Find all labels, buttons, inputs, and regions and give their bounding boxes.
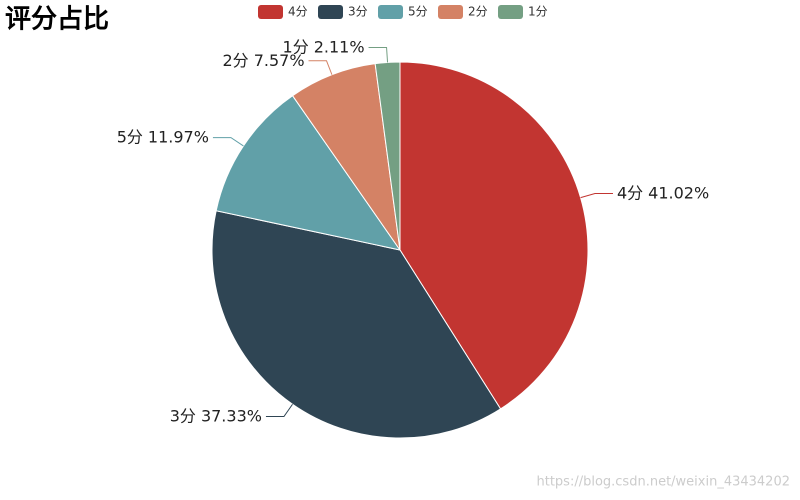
legend-label: 1分 bbox=[528, 5, 548, 19]
label-value: 7.57% bbox=[254, 50, 305, 69]
label-name: 4分 bbox=[617, 183, 643, 202]
legend-label: 3分 bbox=[348, 5, 368, 19]
legend-label: 2分 bbox=[468, 5, 488, 19]
legend-label: 5分 bbox=[408, 5, 428, 19]
leader-line bbox=[212, 137, 244, 147]
leader-line bbox=[368, 46, 389, 63]
data-label: 2分 7.57% bbox=[223, 50, 305, 69]
data-label: 5分 11.97% bbox=[117, 127, 209, 146]
label-name: 1分 bbox=[283, 37, 309, 56]
pie-slice bbox=[215, 95, 402, 251]
leader-line bbox=[308, 60, 333, 75]
pie-slice bbox=[399, 61, 589, 410]
label-name: 2分 bbox=[223, 50, 249, 69]
leader-line bbox=[580, 192, 613, 199]
data-label: 1分 2.11% bbox=[283, 37, 365, 56]
legend-label: 4分 bbox=[288, 5, 308, 19]
legend-swatch bbox=[318, 5, 343, 19]
data-label: 4分 41.02% bbox=[617, 183, 709, 202]
legend-swatch bbox=[378, 5, 403, 19]
label-value: 41.02% bbox=[648, 183, 709, 202]
chart-title: 评分占比 bbox=[5, 5, 109, 35]
leader-line bbox=[265, 403, 293, 418]
label-name: 5分 bbox=[117, 127, 143, 146]
label-value: 2.11% bbox=[314, 37, 365, 56]
legend-swatch bbox=[498, 5, 523, 19]
label-value: 11.97% bbox=[148, 127, 209, 146]
legend-swatch bbox=[258, 5, 283, 19]
label-name: 3分 bbox=[170, 406, 196, 425]
label-value: 37.33% bbox=[201, 406, 262, 425]
data-label: 3分 37.33% bbox=[170, 406, 262, 425]
legend-swatch bbox=[438, 5, 463, 19]
pie-slice bbox=[211, 210, 502, 439]
watermark: https://blog.csdn.net/weixin_43434202 bbox=[536, 475, 790, 490]
